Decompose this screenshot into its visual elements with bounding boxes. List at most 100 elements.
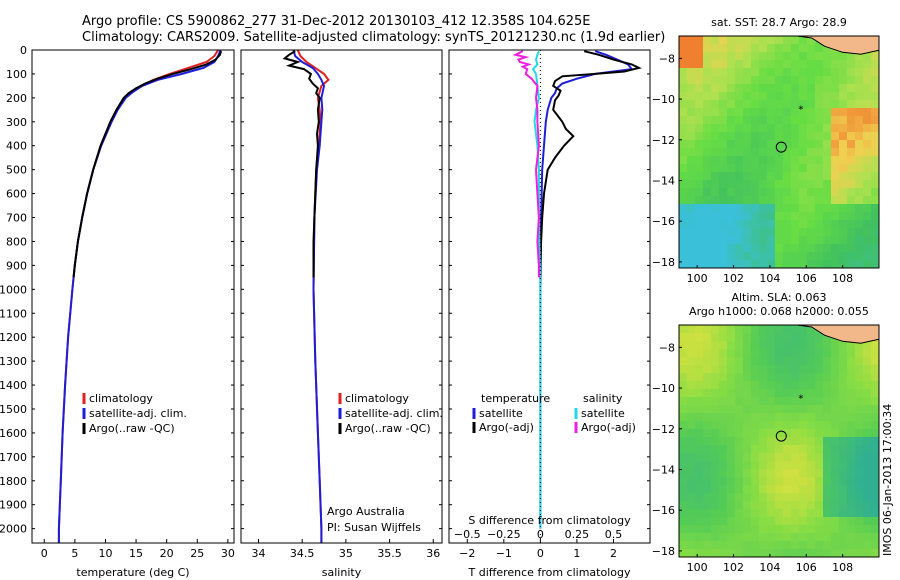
- sla-map-cell: [783, 413, 792, 422]
- sst-map-ytick-label: −18: [652, 256, 675, 269]
- sst-map-cell: [791, 84, 800, 93]
- sst-map-cell: [807, 220, 816, 229]
- sla-map-cell: [847, 493, 856, 502]
- sst-map-cell: [743, 124, 752, 133]
- sst-map-cell: [743, 228, 752, 237]
- sst-map-cell: [775, 212, 784, 221]
- sla-map-cell: [807, 445, 816, 454]
- sst-map-cell: [863, 196, 872, 205]
- sla-map-cell: [695, 397, 704, 406]
- sla-map-cell: [711, 509, 720, 518]
- sla-map-cell: [711, 437, 720, 446]
- sla-map-cell: [695, 549, 704, 557]
- sst-map-cell: [719, 36, 728, 45]
- sla-map-cell: [775, 405, 784, 414]
- sla-map-cell: [743, 421, 752, 430]
- sst-map-cell: [703, 140, 712, 149]
- sla-map-cell: [727, 349, 736, 358]
- sst-map-cell: [855, 156, 864, 165]
- sla-map-cell: [687, 429, 696, 438]
- sst-map-cell: [751, 188, 760, 197]
- sst-map-cell: [759, 148, 768, 157]
- sst-map-cell: [847, 188, 856, 197]
- sla-map-cell: [839, 509, 848, 518]
- sst-map-cell: [751, 52, 760, 61]
- sla-map-cell: [695, 365, 704, 374]
- sla-map-cell: [703, 365, 712, 374]
- sla-map-cell: [679, 509, 688, 518]
- sla-map-cell: [783, 461, 792, 470]
- sst-map-land: [797, 36, 879, 55]
- sla-map-cell: [679, 341, 688, 350]
- sst-map-cell: [735, 164, 744, 173]
- sst-map-cell: [711, 188, 720, 197]
- sla-map-cell: [839, 549, 848, 557]
- sla-map-cell: [679, 517, 688, 526]
- sst-map-cell: [679, 220, 688, 229]
- sst-map-cell: [711, 172, 720, 181]
- depth-tick-label: 1900: [0, 499, 27, 512]
- sla-map-cell: [735, 445, 744, 454]
- sla-map-xtick-label: 100: [687, 561, 708, 574]
- sla-map-cell: [695, 373, 704, 382]
- sst-map-cell: [695, 156, 704, 165]
- sla-map-cell: [751, 357, 760, 366]
- sst-map-cell: [839, 236, 848, 245]
- sst-map-cell: [831, 188, 840, 197]
- sst-map-cell: [855, 164, 864, 173]
- sla-map-cell: [759, 413, 768, 422]
- sla-map-cell: [799, 493, 808, 502]
- sla-map-cell: [831, 405, 840, 414]
- sst-map-cell: [807, 100, 816, 109]
- sla-map-cell: [767, 405, 776, 414]
- sla-map-cell: [831, 413, 840, 422]
- sla-map-cell: [711, 341, 720, 350]
- sla-map-cell: [759, 493, 768, 502]
- sst-map-cell: [807, 244, 816, 253]
- sst-map-cell: [719, 204, 728, 213]
- sst-map-cell: [799, 36, 808, 45]
- sla-map-cell: [727, 333, 736, 342]
- sla-map-cell: [751, 429, 760, 438]
- sst-map-cell: [823, 116, 832, 125]
- sst-map-cell: [711, 260, 720, 268]
- sst-map-cell: [863, 188, 872, 197]
- sst-map-cell: [679, 124, 688, 133]
- sla-map-cell: [799, 357, 808, 366]
- sst-map-cell: [791, 148, 800, 157]
- sst-map-cell: [791, 260, 800, 268]
- sst-map-cell: [759, 236, 768, 245]
- sst-map-cell: [791, 68, 800, 77]
- sla-map-cell: [767, 477, 776, 486]
- sst-map-cell: [791, 172, 800, 181]
- sla-map-cell: [711, 333, 720, 342]
- sst-map-cell: [679, 212, 688, 221]
- sst-map-cell: [799, 236, 808, 245]
- sla-map-cell: [751, 437, 760, 446]
- sla-map-cell: [823, 485, 832, 494]
- sla-map-cell: [815, 453, 824, 462]
- sla-map-cell: [847, 517, 856, 526]
- sla-map-cell: [735, 469, 744, 478]
- sla-map-cell: [775, 429, 784, 438]
- s-difference-tick-label: −0.25: [487, 528, 521, 541]
- sst-map-cell: [775, 44, 784, 53]
- sst-map-cell: [855, 76, 864, 85]
- sst-map-cell: [799, 260, 808, 268]
- sla-map-cell: [711, 429, 720, 438]
- sst-map-cell: [743, 36, 752, 45]
- sst-map-cell: [831, 204, 840, 213]
- sla-map-cell: [807, 389, 816, 398]
- sst-map-cell: [727, 140, 736, 149]
- sla-map-cell: [823, 413, 832, 422]
- sst-map-ytick-label: −14: [652, 174, 675, 187]
- sst-map-cell: [703, 116, 712, 125]
- sla-map-cell: [743, 389, 752, 398]
- sla-map-cell: [791, 501, 800, 510]
- sla-map-cell: [759, 373, 768, 382]
- sla-map-cell: [775, 349, 784, 358]
- sst-map-cell: [703, 172, 712, 181]
- sst-map-cell: [759, 44, 768, 53]
- sst-map-cell: [831, 252, 840, 261]
